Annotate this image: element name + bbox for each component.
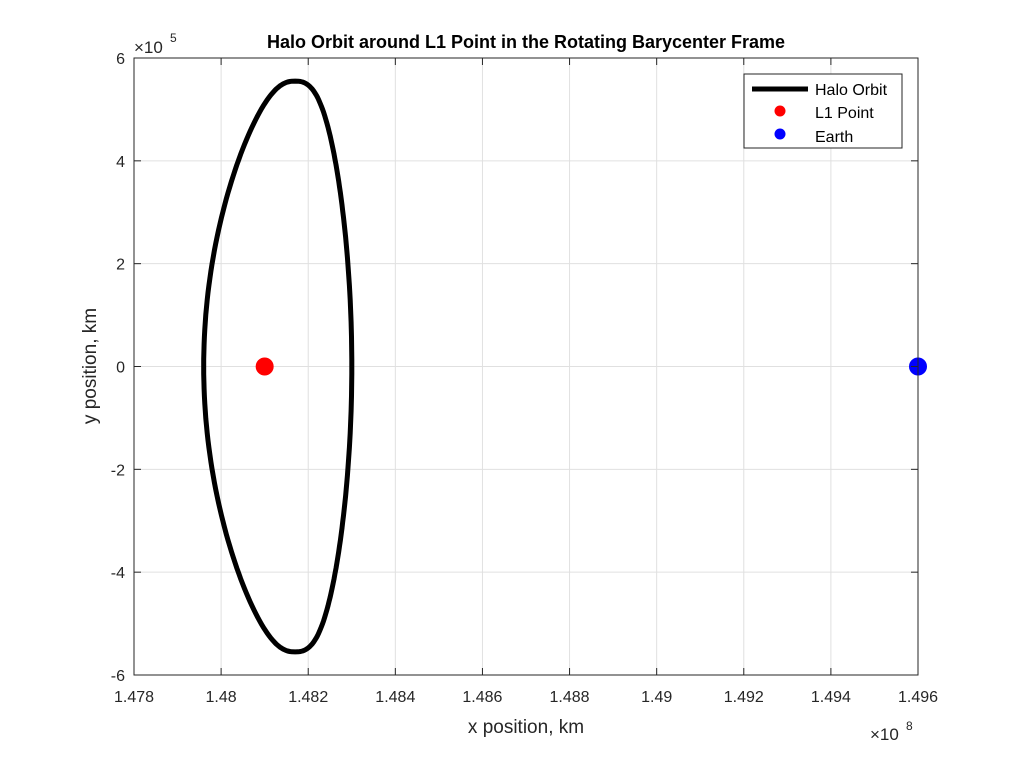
y-tick-label: 0	[116, 360, 125, 377]
chart-title: Halo Orbit around L1 Point in the Rotati…	[267, 32, 785, 52]
x-tick-label: 1.49	[641, 689, 672, 706]
legend-label-earth: Earth	[815, 129, 853, 146]
legend-marker-l1-point	[774, 105, 786, 117]
grid	[134, 58, 918, 675]
legend-marker-earth	[774, 128, 786, 140]
x-tick-label: 1.48	[206, 689, 237, 706]
y-axis-label: y position, km	[80, 308, 101, 424]
axis-ticks: 1.478 1.48 1.482 1.484 1.486 1.488 1.49 1.492 1.…	[111, 51, 938, 706]
x-tick-label: 1.488	[550, 689, 590, 706]
legend: Halo Orbit L1 Point Earth	[743, 73, 903, 149]
halo-orbit-curve	[201, 78, 355, 655]
legend-label-halo-orbit: Halo Orbit	[815, 82, 888, 99]
x-tick-label: 1.484	[375, 689, 415, 706]
y-axis-multiplier: ×10 5	[134, 31, 177, 57]
x-tick-label: 1.486	[462, 689, 502, 706]
x-tick-label: 1.494	[811, 689, 851, 706]
y-tick-label: -4	[111, 565, 125, 582]
l1-point-marker	[255, 357, 274, 376]
x-tick-label: 1.496	[898, 689, 938, 706]
legend-box	[743, 73, 903, 149]
legend-label-l1-point: L1 Point	[815, 105, 874, 122]
x-tick-label: 1.492	[724, 689, 764, 706]
y-tick-label: 2	[116, 257, 125, 274]
x-multiplier-exponent: 8	[906, 719, 913, 733]
x-axis-label: x position, km	[468, 717, 584, 738]
x-tick-label: 1.482	[288, 689, 328, 706]
y-tick-label: -2	[111, 462, 125, 479]
y-multiplier-exponent: 5	[170, 31, 177, 45]
x-axis-multiplier: ×10 8	[870, 719, 913, 744]
y-tick-label: -6	[111, 668, 125, 685]
y-tick-label: 4	[116, 154, 125, 171]
x-multiplier-base: ×10	[870, 725, 899, 744]
y-multiplier-base: ×10	[134, 38, 163, 57]
y-tick-label: 6	[116, 51, 125, 68]
x-tick-label: 1.478	[114, 689, 154, 706]
